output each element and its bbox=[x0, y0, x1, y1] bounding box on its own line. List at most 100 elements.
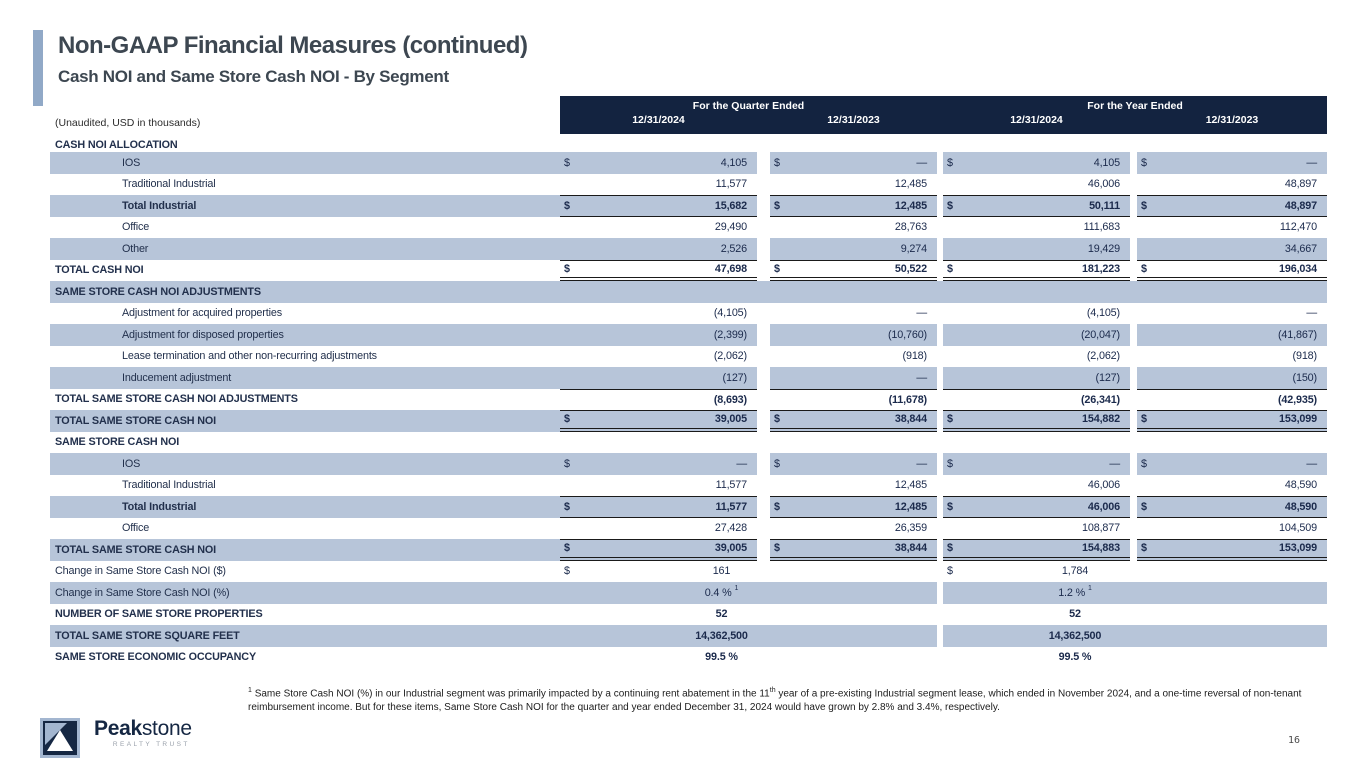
value-cell: $ — bbox=[1137, 453, 1327, 475]
cell-value: — bbox=[916, 457, 927, 470]
cell-value: (41,867) bbox=[1277, 328, 1317, 341]
table-row: TOTAL SAME STORE SQUARE FEET 14,362,500 14… bbox=[50, 625, 1327, 647]
dollar-sign: $ bbox=[947, 457, 953, 470]
value-cell: $181,223 bbox=[943, 259, 1130, 281]
value-cell: (2,062) bbox=[560, 346, 757, 368]
dollar-sign: $ bbox=[564, 199, 570, 212]
row-label: TOTAL SAME STORE SQUARE FEET bbox=[50, 625, 560, 647]
value-cell: $4,105 bbox=[560, 152, 757, 174]
row-label: Change in Same Store Cash NOI (%) bbox=[50, 582, 560, 604]
cell-value: 46,006 bbox=[1087, 178, 1120, 191]
value-cell: $161 bbox=[560, 561, 937, 583]
value-cell: 9,274 bbox=[770, 238, 937, 260]
dollar-sign: $ bbox=[774, 262, 780, 275]
cell-value: 34,667 bbox=[1284, 242, 1317, 255]
value-cell: 108,877 bbox=[943, 518, 1130, 540]
dollar-sign: $ bbox=[774, 500, 780, 513]
cell-value: 12,485 bbox=[894, 178, 927, 191]
table-row: NUMBER OF SAME STORE PROPERTIES 52 52 bbox=[50, 604, 1327, 626]
cell-value: 52 bbox=[1069, 608, 1081, 621]
footnote-superscript: th bbox=[769, 687, 776, 694]
cell-value: 99.5 % bbox=[705, 651, 738, 664]
dollar-sign: $ bbox=[1141, 156, 1147, 169]
footnote: 1 Same Store Cash NOI (%) in our Industr… bbox=[248, 684, 1326, 715]
value-cell: 48,897 bbox=[1137, 174, 1327, 196]
row-label: Office bbox=[122, 221, 150, 234]
cell-value: 4,105 bbox=[720, 156, 747, 169]
value-cell: $153,099 bbox=[1137, 410, 1327, 432]
column-header-date: 12/31/2023 bbox=[1205, 114, 1259, 126]
cell-value: (10,760) bbox=[887, 328, 927, 341]
cell-value: 108,877 bbox=[1082, 522, 1120, 535]
cell-value: — bbox=[916, 371, 927, 384]
row-label: Adjustment for disposed properties bbox=[50, 324, 560, 346]
cell-value: 47,698 bbox=[714, 262, 747, 275]
dollar-sign: $ bbox=[1141, 542, 1147, 555]
table-header-dates: 12/31/2024 12/31/2023 12/31/2024 12/31/2… bbox=[560, 112, 1327, 126]
dollar-sign: $ bbox=[564, 500, 570, 513]
value-cell: $1,784 bbox=[943, 561, 1327, 583]
footnote-text-1: Same Store Cash NOI (%) in our Industria… bbox=[254, 688, 770, 700]
value-cell: $153,099 bbox=[1137, 539, 1327, 561]
value-cell: (4,105) bbox=[560, 303, 757, 325]
cell-value: 0.4 % bbox=[704, 586, 732, 599]
value-cell: (41,867) bbox=[1137, 324, 1327, 346]
cell-value: 50,522 bbox=[894, 262, 927, 275]
cell-value: (4,105) bbox=[1086, 307, 1120, 320]
cell-value: 48,897 bbox=[1284, 199, 1317, 212]
row-label: Change in Same Store Cash NOI ($) bbox=[55, 565, 226, 578]
value-cell: $196,034 bbox=[1137, 259, 1327, 281]
cell-value: — bbox=[1306, 457, 1317, 470]
value-cell: 0.4 % 1 bbox=[560, 582, 937, 604]
value-cell: $4,105 bbox=[943, 152, 1130, 174]
footnote-text-2: year of a pre-existing Industrial segmen… bbox=[248, 688, 1302, 714]
value-cell: 19,429 bbox=[943, 238, 1130, 260]
value-cell: (11,678) bbox=[770, 388, 937, 411]
cell-value: (20,047) bbox=[1080, 328, 1120, 341]
row-label: Total Industrial bbox=[50, 195, 560, 217]
value-cell: 99.5 % bbox=[560, 647, 937, 669]
value-cell: 52 bbox=[560, 604, 937, 626]
cell-value: — bbox=[916, 307, 927, 320]
dollar-sign: $ bbox=[774, 457, 780, 470]
value-cell: (150) bbox=[1137, 367, 1327, 389]
value-cell: 112,470 bbox=[1137, 217, 1327, 239]
value-cell: (26,341) bbox=[943, 388, 1130, 411]
cell-value: 29,490 bbox=[714, 221, 747, 234]
brand-name-bold: Peak bbox=[94, 717, 142, 740]
table-row: TOTAL SAME STORE CASH NOI $39,005 $38,844 $… bbox=[50, 539, 1327, 561]
cell-value: 15,682 bbox=[714, 199, 747, 212]
value-cell: $154,883 bbox=[943, 539, 1130, 561]
cell-value: — bbox=[1306, 156, 1317, 169]
footnote-marker: 1 bbox=[1088, 585, 1092, 593]
cell-value: 153,099 bbox=[1279, 542, 1317, 555]
cell-value: 99.5 % bbox=[1058, 651, 1092, 664]
table-row: Lease termination and other non-recurrin… bbox=[50, 346, 1327, 368]
value-cell: $154,882 bbox=[943, 410, 1130, 432]
value-cell: $12,485 bbox=[770, 496, 937, 518]
dollar-sign: $ bbox=[1141, 199, 1147, 212]
footnote-marker: 1 bbox=[248, 687, 252, 694]
section-header-row: CASH NOI ALLOCATION bbox=[50, 137, 1327, 152]
table-header: For the Quarter Ended For the Year Ended… bbox=[560, 96, 1327, 134]
cell-value: 48,590 bbox=[1284, 500, 1317, 513]
row-label: Lease termination and other non-recurrin… bbox=[122, 350, 377, 363]
value-cell: 28,763 bbox=[770, 217, 937, 239]
section-header-row: SAME STORE CASH NOI ADJUSTMENTS bbox=[50, 281, 1327, 303]
value-cell: 29,490 bbox=[560, 217, 757, 239]
table-row: Traditional Industrial 11,577 12,485 46,006… bbox=[50, 174, 1327, 196]
cell-value: 14,362,500 bbox=[1048, 629, 1102, 642]
row-label: Total Industrial bbox=[50, 496, 560, 518]
dollar-sign: $ bbox=[947, 542, 953, 555]
cell-value: — bbox=[736, 457, 747, 470]
dollar-sign: $ bbox=[947, 565, 953, 578]
value-cell: 34,667 bbox=[1137, 238, 1327, 260]
cell-value: 154,883 bbox=[1082, 542, 1120, 555]
table-row: Adjustment for acquired properties (4,105… bbox=[50, 303, 1327, 325]
column-header-date: 12/31/2023 bbox=[827, 114, 880, 126]
peakstone-mountain-icon bbox=[40, 718, 80, 758]
cell-value: 46,006 bbox=[1087, 479, 1120, 492]
dollar-sign: $ bbox=[1141, 457, 1147, 470]
cell-value: (26,341) bbox=[1080, 393, 1120, 406]
column-header-date: 12/31/2024 bbox=[1010, 114, 1063, 126]
